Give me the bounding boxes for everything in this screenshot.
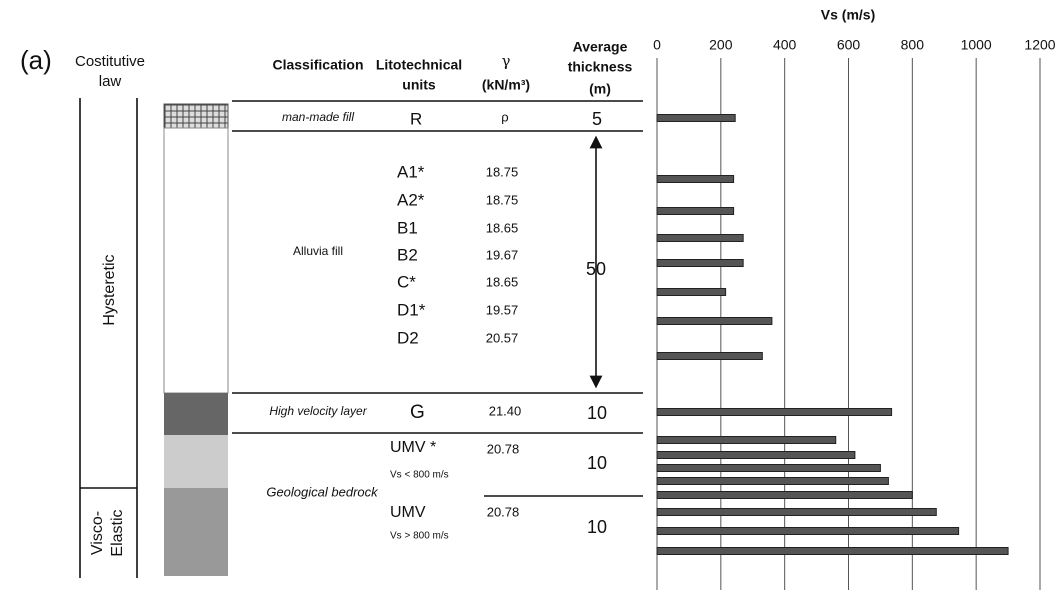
x-tick-label: 400 <box>773 37 797 53</box>
unit: A1* <box>397 162 425 181</box>
gamma: 18.65 <box>486 274 519 289</box>
bar <box>656 114 736 122</box>
unit: R <box>410 109 422 128</box>
class: man-made fill <box>282 110 354 124</box>
header: units <box>402 77 436 93</box>
header: (m) <box>589 81 611 97</box>
gamma: 18.65 <box>486 220 519 235</box>
gamma: 18.75 <box>486 164 519 179</box>
bar <box>656 317 773 325</box>
thickness: 10 <box>587 453 607 473</box>
bar <box>656 464 881 472</box>
unit: UMV <box>390 504 426 521</box>
gamma: 20.57 <box>486 330 519 345</box>
header: Litotechnical <box>376 57 462 73</box>
bar <box>656 477 889 485</box>
bar <box>656 234 744 242</box>
law-header: law <box>99 73 122 90</box>
unit: D1* <box>397 300 426 319</box>
x-tick-label: 600 <box>837 37 861 53</box>
law: Elastic <box>109 509 126 556</box>
bar <box>656 527 960 535</box>
x-axis-label: Vs (m/s) <box>821 7 875 23</box>
unit: B2 <box>397 245 418 264</box>
bar <box>656 259 744 267</box>
unit: C* <box>397 272 416 291</box>
thickness: 50 <box>586 259 606 279</box>
header: γ <box>502 52 511 70</box>
x-tick-label: 1000 <box>961 37 992 53</box>
class: Alluvia fill <box>293 244 343 258</box>
gamma: 21.40 <box>489 403 522 418</box>
bar <box>656 352 763 360</box>
gamma: 19.67 <box>486 247 519 262</box>
header: (kN/m³) <box>482 77 530 93</box>
bar <box>656 547 1009 555</box>
class: Geological bedrock <box>266 484 379 499</box>
unit: A2* <box>397 190 425 209</box>
unit: B1 <box>397 218 418 237</box>
law-header: Costitutive <box>75 53 145 70</box>
thickness: 10 <box>587 517 607 537</box>
bar <box>656 175 735 183</box>
x-tick-label: 200 <box>709 37 733 53</box>
bar <box>656 451 856 459</box>
thickness: 10 <box>587 403 607 423</box>
unit-note: Vs > 800 m/s <box>390 531 449 542</box>
unit: D2 <box>397 328 419 347</box>
law: Visco- <box>89 511 106 555</box>
class: High velocity layer <box>269 404 367 418</box>
header: Average <box>573 39 628 55</box>
bar <box>656 491 913 499</box>
header: Classification <box>272 57 363 73</box>
x-tick-label: 0 <box>653 37 661 53</box>
x-tick-label: 800 <box>901 37 925 53</box>
panel-label: (a) <box>20 45 52 75</box>
gamma: 20.78 <box>487 504 520 519</box>
unit: G <box>410 402 425 423</box>
gamma: 18.75 <box>486 192 519 207</box>
bar <box>656 207 735 215</box>
bar <box>656 288 727 296</box>
bar <box>656 408 893 416</box>
gamma: ρ <box>501 109 508 124</box>
gamma: 20.78 <box>487 441 520 456</box>
law: Hysteretic <box>101 254 118 325</box>
bar <box>656 508 937 516</box>
unit-note: Vs < 800 m/s <box>390 470 449 481</box>
thickness: 5 <box>592 109 602 129</box>
x-tick-label: 1200 <box>1024 37 1055 53</box>
gamma: 19.57 <box>486 302 519 317</box>
header: thickness <box>568 59 633 75</box>
bar <box>656 436 837 444</box>
unit: UMV * <box>390 439 436 456</box>
soil-column <box>163 103 229 576</box>
